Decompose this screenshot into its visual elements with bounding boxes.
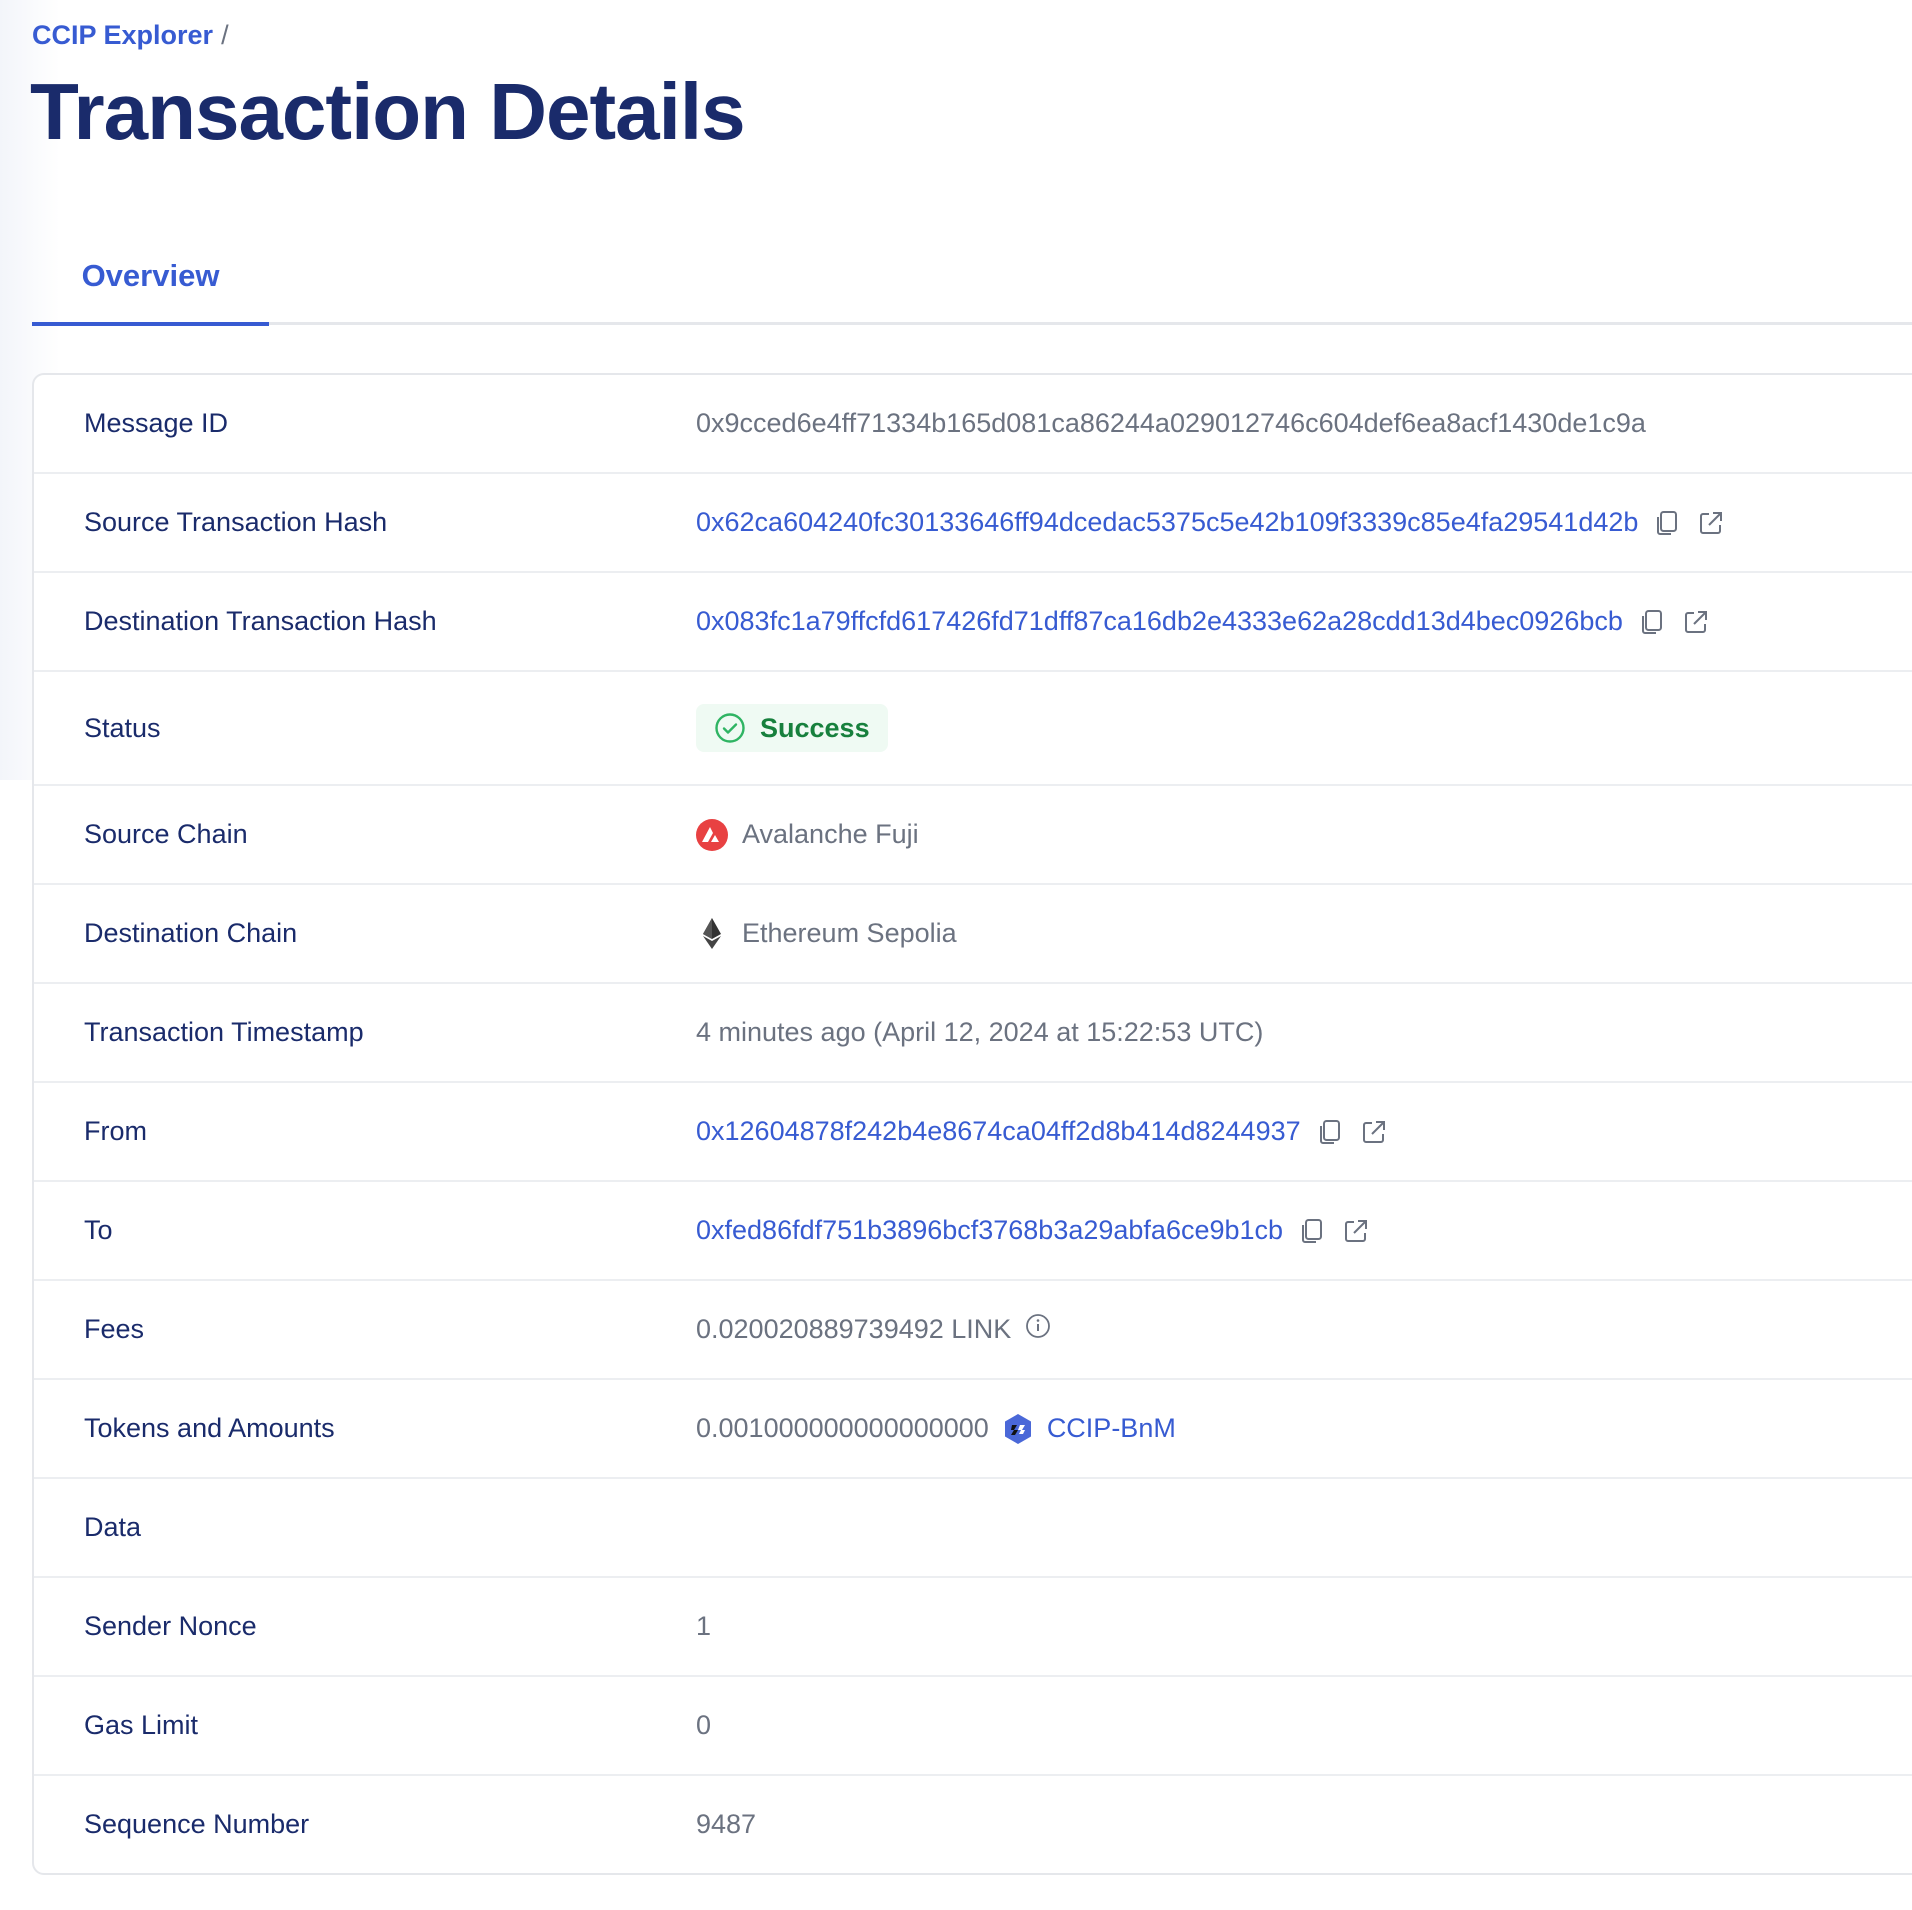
transaction-details-card: Message ID 0x9cced6e4ff71334b165d081ca86… [32,373,1912,1875]
copy-icon[interactable] [1637,607,1667,637]
token-link[interactable]: CCIP-BnM [1046,1413,1176,1443]
row-sequence: Sequence Number 9487 [34,1774,1912,1873]
dest-tx-label: Destination Transaction Hash [84,606,437,636]
row-gas-limit: Gas Limit 0 [34,1675,1912,1774]
tab-bar: Overview [32,230,1912,326]
from-label: From [84,1116,147,1146]
external-link-icon[interactable] [1681,607,1711,637]
dest-chain-label: Destination Chain [84,918,298,948]
dest-tx-link[interactable]: 0x083fc1a79ffcfd617426fd71dff87ca16db2e4… [696,606,1623,636]
copy-icon[interactable] [1297,1216,1327,1246]
breadcrumb: CCIP Explorer / [32,20,229,51]
check-circle-icon [715,713,745,743]
source-tx-link[interactable]: 0x62ca604240fc30133646ff94dcedac5375c5e4… [696,507,1639,537]
from-address-link[interactable]: 0x12604878f242b4e8674ca04ff2d8b414d82449… [696,1116,1301,1146]
message-id-value: 0x9cced6e4ff71334b165d081ca86244a0290127… [696,408,1646,438]
status-text: Success [760,712,870,743]
nonce-label: Sender Nonce [84,1611,257,1641]
source-tx-label: Source Transaction Hash [84,507,388,537]
row-source-tx: Source Transaction Hash 0x62ca604240fc30… [34,472,1912,571]
row-dest-tx: Destination Transaction Hash 0x083fc1a79… [34,571,1912,670]
avalanche-icon [696,818,728,851]
status-label: Status [84,712,161,743]
breadcrumb-link-ccip-explorer[interactable]: CCIP Explorer [32,20,214,50]
row-status: Status Success [34,670,1912,784]
row-data: Data [34,1477,1912,1576]
external-link-icon[interactable] [1341,1216,1371,1246]
token-amount: 0.001000000000000000 [696,1413,989,1443]
source-chain-label: Source Chain [84,819,248,849]
message-id-label: Message ID [84,408,229,438]
status-badge: Success [696,704,888,752]
timestamp-label: Transaction Timestamp [84,1017,364,1047]
row-nonce: Sender Nonce 1 [34,1576,1912,1675]
gas-limit-label: Gas Limit [84,1710,199,1740]
info-icon[interactable] [1025,1313,1051,1339]
to-label: To [84,1215,113,1245]
dest-chain-value: Ethereum Sepolia [742,918,957,948]
fees-value: 0.020020889739492 LINK [696,1314,1012,1344]
tokens-label: Tokens and Amounts [84,1413,335,1443]
ethereum-icon [703,917,721,949]
ccip-bnm-token-icon [1004,1413,1031,1444]
sequence-value: 9487 [696,1809,757,1839]
to-address-link[interactable]: 0xfed86fdf751b3896bcf3768b3a29abfa6ce9b1… [696,1215,1284,1245]
row-dest-chain: Destination Chain Ethereum Sepolia [34,883,1912,982]
row-from: From 0x12604878f242b4e8674ca04ff2d8b414d… [34,1081,1912,1180]
external-link-icon[interactable] [1359,1117,1389,1147]
page-title: Transaction Details [30,67,746,156]
timestamp-value: 4 minutes ago (April 12, 2024 at 15:22:5… [696,1017,1264,1047]
data-label: Data [84,1512,142,1542]
nonce-value: 1 [696,1611,712,1641]
breadcrumb-separator: / [221,20,229,50]
copy-icon[interactable] [1652,508,1682,538]
copy-icon[interactable] [1315,1117,1345,1147]
sequence-label: Sequence Number [84,1809,310,1839]
tab-overview[interactable]: Overview [32,230,269,326]
row-timestamp: Transaction Timestamp 4 minutes ago (Apr… [34,982,1912,1081]
source-chain-value: Avalanche Fuji [742,819,919,849]
external-link-icon[interactable] [1696,508,1726,538]
gas-limit-value: 0 [696,1710,712,1740]
row-fees: Fees 0.020020889739492 LINK [34,1279,1912,1378]
row-to: To 0xfed86fdf751b3896bcf3768b3a29abfa6ce… [34,1180,1912,1279]
row-message-id: Message ID 0x9cced6e4ff71334b165d081ca86… [34,375,1912,472]
row-tokens: Tokens and Amounts 0.001000000000000000 … [34,1378,1912,1477]
row-source-chain: Source Chain Avalanche Fuji [34,784,1912,883]
fees-label: Fees [84,1314,145,1344]
